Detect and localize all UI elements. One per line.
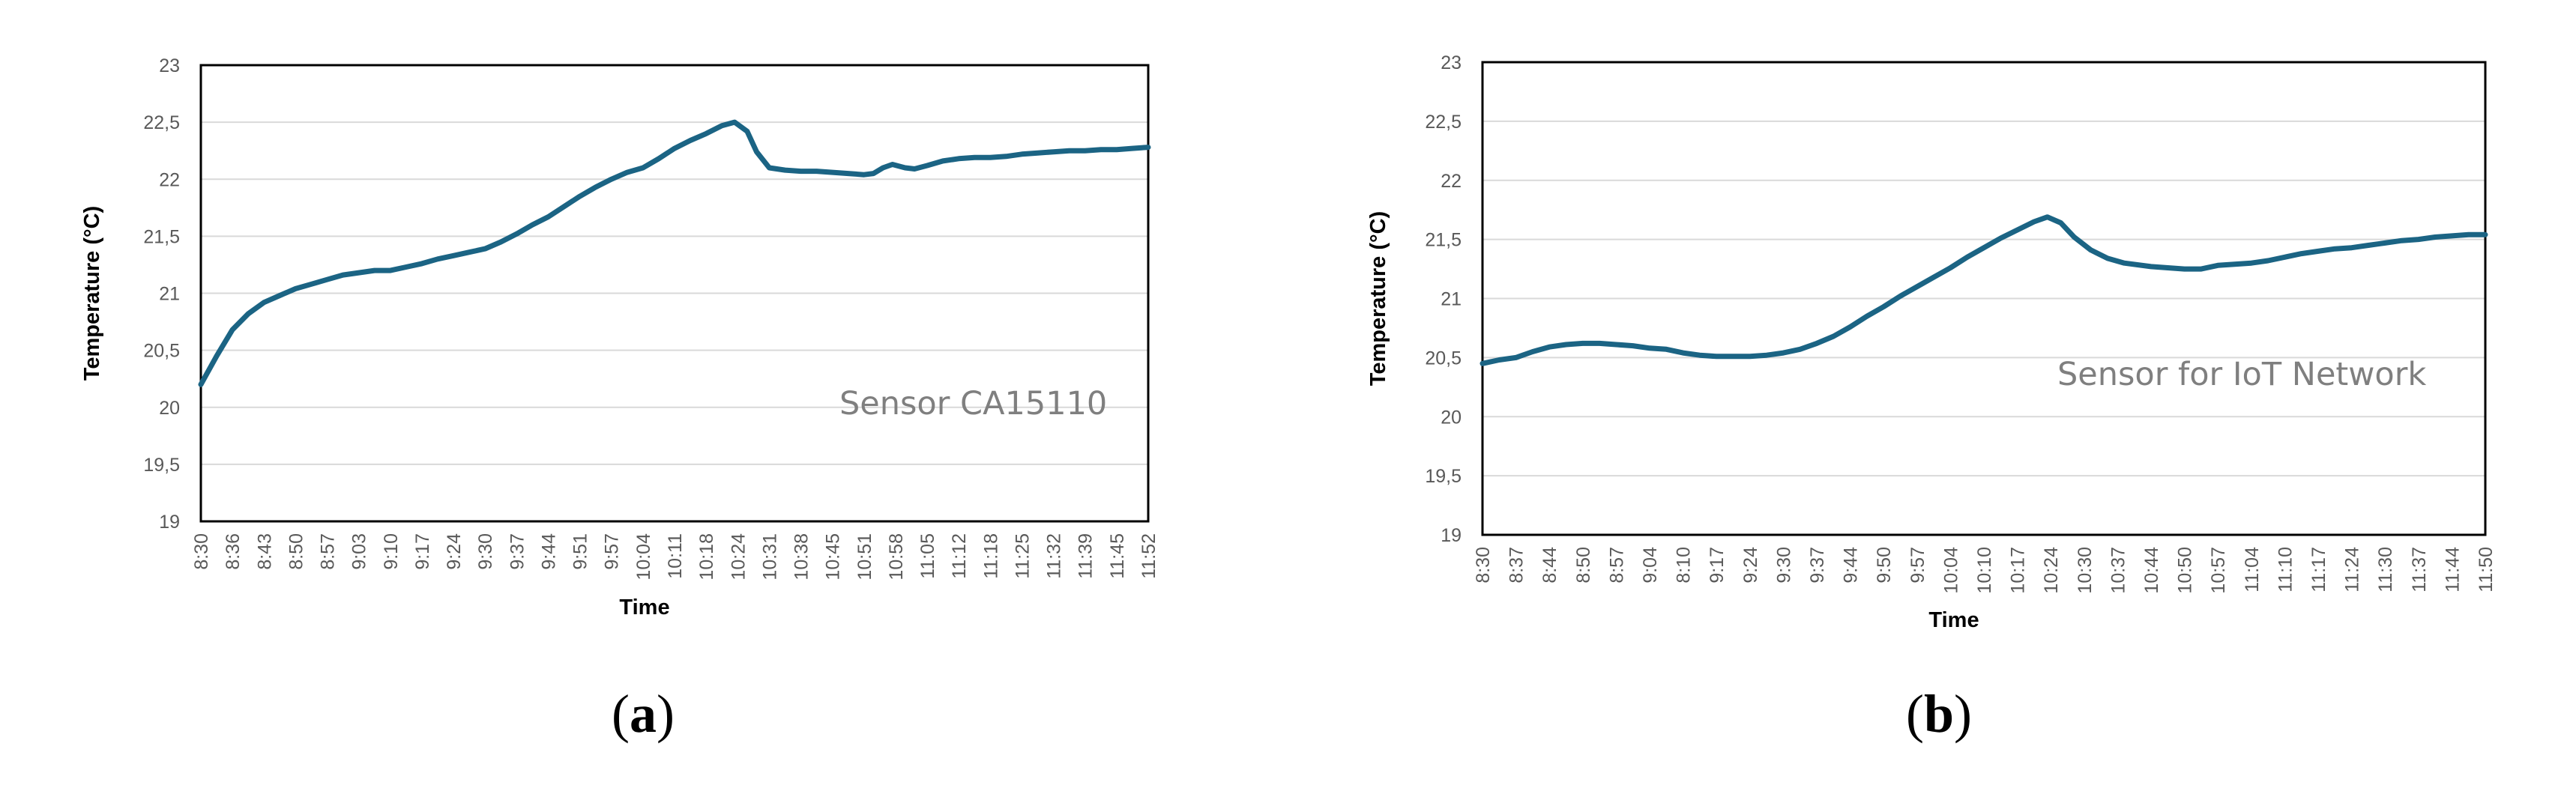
x-tick-label: 11:39 xyxy=(1076,533,1097,579)
x-tick-label: 10:38 xyxy=(791,533,812,581)
y-axis-title: Temperature (°C) xyxy=(80,206,104,381)
x-tick-label: 8:30 xyxy=(191,533,212,570)
y-tick-label: 19 xyxy=(1441,525,1462,546)
x-tick-label: 8:37 xyxy=(1506,547,1527,584)
y-tick-label: 22 xyxy=(1441,171,1462,192)
x-tick-label: 11:12 xyxy=(949,533,970,579)
x-tick-label: 11:37 xyxy=(2409,547,2430,593)
y-tick-label: 20,5 xyxy=(1425,348,1462,369)
x-tick-label: 8:44 xyxy=(1539,547,1560,584)
y-tick-label: 21,5 xyxy=(1425,230,1462,251)
x-tick-label: 10:11 xyxy=(665,533,686,579)
x-tick-label: 10:10 xyxy=(1974,547,1995,594)
x-tick-label: 8:10 xyxy=(1674,547,1695,584)
panel-caption: (a) xyxy=(612,684,675,744)
x-tick-label: 8:50 xyxy=(286,533,307,570)
x-tick-label: 10:31 xyxy=(759,533,780,581)
y-tick-label: 21 xyxy=(1441,289,1462,310)
series-line xyxy=(198,119,1151,387)
x-tick-label: 10:24 xyxy=(2041,547,2062,594)
series-line xyxy=(1479,214,2488,366)
x-tick-label: 9:04 xyxy=(1640,547,1661,584)
y-tick-label: 21 xyxy=(159,284,180,305)
y-tick-label: 19,5 xyxy=(143,455,180,476)
y-tick-label: 20,5 xyxy=(143,341,180,362)
x-tick-label: 11:05 xyxy=(917,533,938,579)
x-tick-label: 8:50 xyxy=(1573,547,1594,584)
plot-frame xyxy=(199,64,1150,523)
y-tick-label: 19,5 xyxy=(1425,466,1462,487)
x-tick-label: 9:44 xyxy=(1841,547,1862,584)
x-tick-label: 10:24 xyxy=(728,533,749,581)
x-axis-title: Time xyxy=(619,596,669,619)
x-tick-label: 8:43 xyxy=(254,533,275,570)
x-tick-label: 8:30 xyxy=(1473,547,1494,584)
x-tick-label: 9:24 xyxy=(1740,547,1761,584)
x-tick-label: 8:36 xyxy=(223,533,244,570)
x-tick-label: 9:24 xyxy=(444,533,465,570)
x-tick-label: 11:25 xyxy=(1012,533,1033,579)
x-tick-label: 10:18 xyxy=(696,533,717,581)
x-tick-label: 11:10 xyxy=(2275,547,2296,593)
x-tick-label: 11:45 xyxy=(1107,533,1128,579)
x-tick-label: 10:17 xyxy=(2008,547,2029,594)
sensor-annotation: Sensor for IoT Network xyxy=(2057,356,2426,393)
x-tick-label: 10:30 xyxy=(2075,547,2096,594)
x-tick-label: 9:37 xyxy=(507,533,528,570)
x-tick-label: 9:51 xyxy=(570,533,591,570)
x-tick-label: 9:50 xyxy=(1874,547,1895,584)
x-tick-label: 11:04 xyxy=(2242,547,2263,593)
x-tick-label: 9:03 xyxy=(349,533,370,570)
x-tick-label: 11:52 xyxy=(1138,533,1159,579)
x-tick-label: 10:04 xyxy=(633,533,654,581)
y-tick-label: 22 xyxy=(159,169,180,190)
x-tick-label: 9:30 xyxy=(475,533,496,570)
x-tick-label: 10:50 xyxy=(2175,547,2196,594)
x-tick-label: 9:37 xyxy=(1807,547,1828,584)
x-axis-title: Time xyxy=(1928,608,1979,632)
x-tick-label: 10:37 xyxy=(2108,547,2129,594)
x-tick-label: 11:32 xyxy=(1044,533,1065,579)
x-tick-label: 9:10 xyxy=(381,533,402,570)
x-tick-label: 10:44 xyxy=(2141,547,2162,594)
x-tick-label: 11:50 xyxy=(2476,547,2497,593)
x-tick-label: 10:57 xyxy=(2208,547,2229,594)
x-tick-label: 10:51 xyxy=(854,533,875,581)
x-tick-label: 11:17 xyxy=(2308,547,2329,593)
y-tick-label: 22,5 xyxy=(1425,112,1462,133)
chart-panel-b: 19 19,5 20 20,5 21 21,5 22 22,5 23 8:30 8:37 8:44 8:… xyxy=(1366,52,2497,744)
x-tick-label: 9:30 xyxy=(1773,547,1794,584)
x-tick-label: 11:44 xyxy=(2442,547,2463,593)
x-tick-label: 9:57 xyxy=(1907,547,1928,584)
x-tick-label: 8:57 xyxy=(318,533,339,570)
panel-caption: (b) xyxy=(1906,684,1972,744)
y-tick-label: 19 xyxy=(159,512,180,533)
x-tick-label: 9:17 xyxy=(412,533,433,570)
x-tick-label: 11:30 xyxy=(2375,547,2396,593)
x-tick-label: 10:04 xyxy=(1940,547,1961,594)
x-tick-label: 9:44 xyxy=(538,533,559,570)
x-tick-label: 10:58 xyxy=(886,533,907,581)
y-tick-label: 20 xyxy=(159,398,180,419)
y-tick-label: 23 xyxy=(1441,52,1462,73)
chart-panel-a: 19 19,5 20 20,5 21 21,5 22 22,5 23 8:30 8:36 8:43 8:… xyxy=(80,55,1159,744)
x-tick-label: 11:18 xyxy=(980,533,1001,579)
y-tick-label: 23 xyxy=(159,55,180,76)
y-tick-label: 21,5 xyxy=(143,226,180,247)
x-tick-label: 9:57 xyxy=(602,533,623,570)
x-tick-label: 10:45 xyxy=(823,533,844,581)
x-tick-label: 9:17 xyxy=(1707,547,1728,584)
plot-frame xyxy=(1481,61,2487,536)
y-axis-title: Temperature (°C) xyxy=(1366,211,1390,386)
y-tick-label: 22,5 xyxy=(143,112,180,133)
x-tick-label: 8:57 xyxy=(1606,547,1627,584)
x-tick-label: 11:24 xyxy=(2342,547,2363,593)
sensor-annotation: Sensor CA15110 xyxy=(839,385,1107,422)
y-tick-label: 20 xyxy=(1441,407,1462,428)
